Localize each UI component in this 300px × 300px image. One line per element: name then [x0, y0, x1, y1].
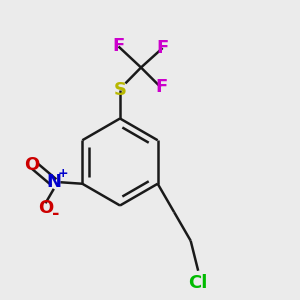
Text: O: O	[38, 199, 53, 217]
Text: +: +	[58, 167, 68, 180]
Text: N: N	[46, 173, 61, 191]
Text: F: F	[155, 78, 167, 96]
Text: -: -	[52, 205, 59, 223]
Text: F: F	[157, 39, 169, 57]
Text: S: S	[113, 81, 127, 99]
Text: Cl: Cl	[188, 274, 208, 292]
Text: O: O	[25, 155, 40, 173]
Text: F: F	[112, 37, 124, 55]
